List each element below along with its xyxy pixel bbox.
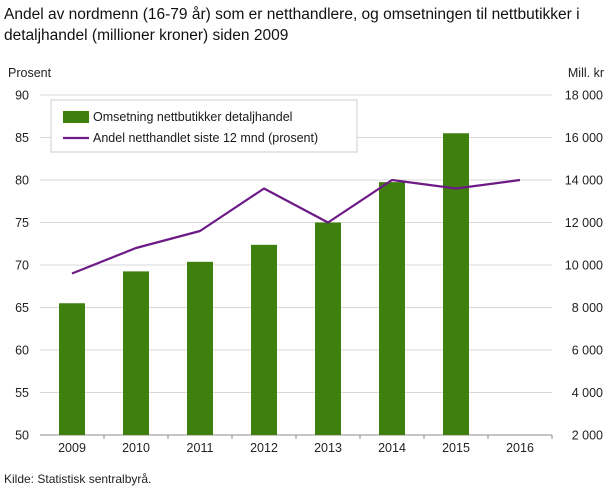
y-tick-label-right: 2 000 <box>572 429 603 443</box>
y-tick-label-left: 80 <box>15 174 29 188</box>
x-tick-label: 2015 <box>442 441 470 455</box>
y-tick-label-left: 90 <box>15 89 29 103</box>
right-axis-label: Mill. kr <box>567 66 604 80</box>
x-tick-label: 2016 <box>506 441 534 455</box>
x-tick-label: 2011 <box>187 441 214 455</box>
y-tick-label-right: 16 000 <box>565 131 603 145</box>
y-tick-label-left: 85 <box>15 131 29 145</box>
bar-2011 <box>187 261 213 435</box>
y-tick-label-right: 10 000 <box>565 259 603 273</box>
y-tick-label-left: 55 <box>15 386 29 400</box>
x-tick-label: 2013 <box>314 441 342 455</box>
x-tick-label: 2014 <box>378 441 406 455</box>
y-tick-label-right: 4 000 <box>572 386 603 400</box>
chart-title: Andel av nordmenn (16-79 år) som er nett… <box>4 6 580 44</box>
bar-2012 <box>251 244 277 435</box>
bar-2009 <box>59 303 85 435</box>
legend-label-line: Andel netthandlet siste 12 mnd (prosent) <box>93 131 318 145</box>
y-tick-label-right: 6 000 <box>572 344 603 358</box>
y-tick-label-left: 65 <box>15 301 29 315</box>
y-tick-label-left: 50 <box>15 429 29 443</box>
y-tick-label-right: 8 000 <box>572 301 603 315</box>
y-tick-label-left: 75 <box>15 216 29 230</box>
y-tick-label-right: 18 000 <box>565 89 603 103</box>
legend-label-bar: Omsetning nettbutikker detaljhandel <box>93 110 292 124</box>
y-tick-label-right: 12 000 <box>565 216 603 230</box>
y-tick-label-right: 14 000 <box>565 174 603 188</box>
x-tick-label: 2010 <box>122 441 150 455</box>
bar-2015 <box>443 133 469 435</box>
line-series <box>71 178 521 275</box>
legend-swatch-bar <box>63 111 89 123</box>
x-tick-label: 2012 <box>250 441 278 455</box>
legend-box <box>50 99 358 153</box>
bar-2014 <box>379 182 405 435</box>
source-note: Kilde: Statistisk sentralbyrå. <box>4 472 152 486</box>
y-tick-label-left: 60 <box>15 344 29 358</box>
bar-2010 <box>123 271 149 435</box>
x-tick-label: 2009 <box>58 441 86 455</box>
bar-2013 <box>315 222 341 435</box>
left-axis-label: Prosent <box>8 66 52 80</box>
y-tick-label-left: 70 <box>15 259 29 273</box>
